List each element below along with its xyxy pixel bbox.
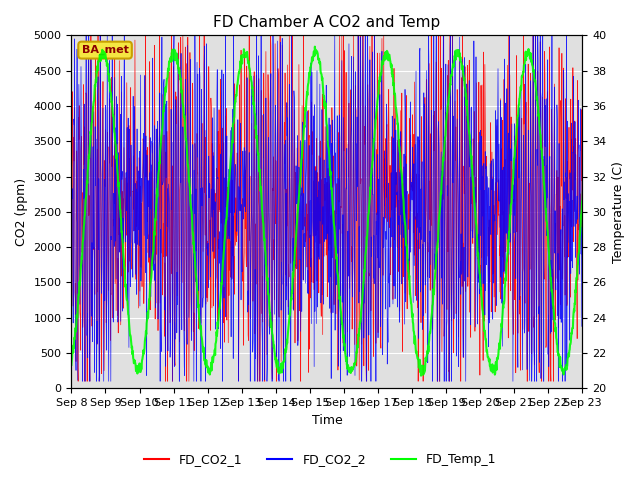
X-axis label: Time: Time <box>312 414 342 427</box>
Legend: FD_CO2_1, FD_CO2_2, FD_Temp_1: FD_CO2_1, FD_CO2_2, FD_Temp_1 <box>139 448 501 471</box>
Title: FD Chamber A CO2 and Temp: FD Chamber A CO2 and Temp <box>213 15 440 30</box>
Y-axis label: CO2 (ppm): CO2 (ppm) <box>15 178 28 246</box>
Text: BA_met: BA_met <box>82 45 129 55</box>
Y-axis label: Temperature (C): Temperature (C) <box>612 161 625 263</box>
